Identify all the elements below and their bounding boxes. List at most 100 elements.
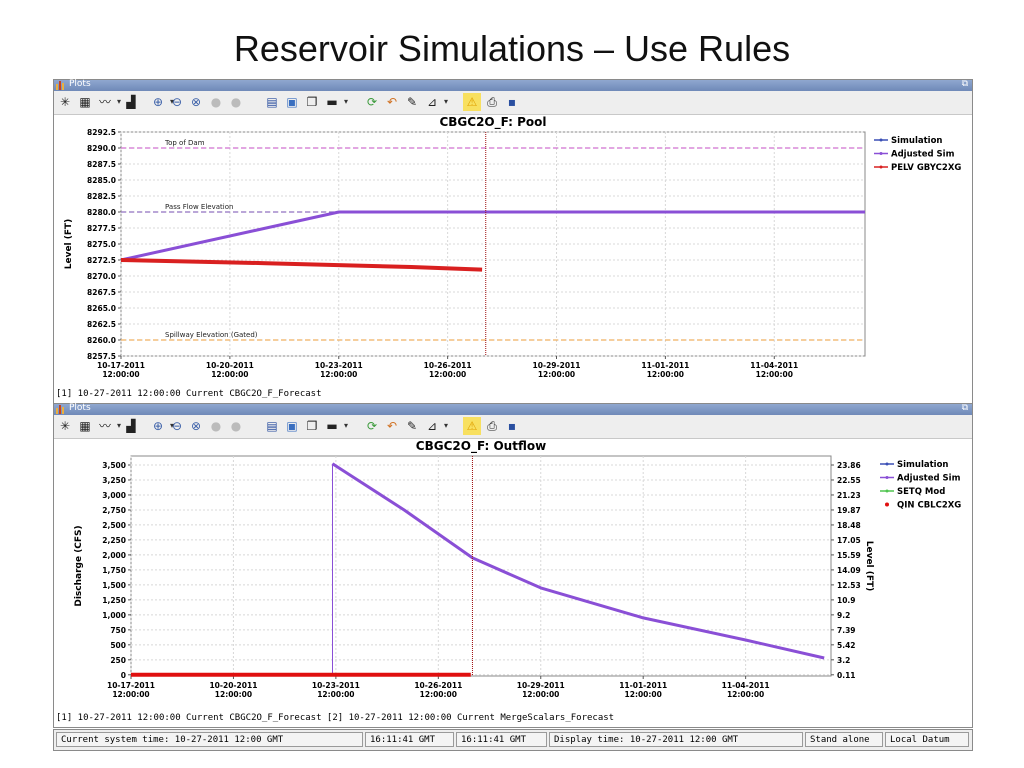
y-tick-label: 2,500 <box>102 521 126 530</box>
y-tick-label: 8260.0 <box>87 336 116 345</box>
y-axis-label: Level (FT) <box>64 219 74 270</box>
y-right-tick-label: 18.48 <box>837 521 861 530</box>
paste-icon[interactable]: ▬ <box>323 417 348 435</box>
bars-icon[interactable]: ▟ <box>126 419 136 433</box>
y-right-tick-label: 12.53 <box>837 581 861 590</box>
y-right-tick-label: 9.2 <box>837 611 850 620</box>
print-icon[interactable]: ⎙ <box>487 95 497 109</box>
table-icon[interactable]: ▤ <box>266 95 278 109</box>
outflow-chart[interactable]: CBGC2O_F: Outflow 0 0.11 250 3.2 500 5.42 750 7.… <box>54 438 972 712</box>
save-icon[interactable]: ▪ <box>507 419 517 433</box>
window-titlebar[interactable]: Plots ⧉ <box>54 79 972 91</box>
stop-icon[interactable]: ● <box>210 95 222 109</box>
x-tick-label: 12:00:00 <box>211 370 248 379</box>
series-line <box>331 462 825 660</box>
bars-icon[interactable]: ▟ <box>126 95 136 109</box>
chart-icon[interactable]: ▣ <box>286 95 298 109</box>
x-tick-label: 12:00:00 <box>215 690 252 699</box>
y-right-tick-label: 22.55 <box>837 476 861 485</box>
pool-plot-window: Plots ⧉ ✳ ▦ 〰 ▟ ⊕⊖ ⊗ ● ● ▤ ▣ ❐ ▬ ⟳ ↶ ✎ ⊿ ⚠ ⎙ ▪ CBGC2O_F: P… <box>53 79 973 404</box>
zoom-reset-icon[interactable]: ⊗ <box>190 95 202 109</box>
y-tick-label: 1,000 <box>102 611 126 620</box>
zoom-in-icon[interactable]: ⊕ <box>149 417 174 435</box>
x-tick-label: 10-26-2011 <box>424 361 472 370</box>
y-tick-label: 8265.0 <box>87 304 116 313</box>
chart-icon[interactable]: ▣ <box>286 419 298 433</box>
refresh-icon[interactable]: ⟳ <box>366 419 378 433</box>
legend-label: Adjusted Sim <box>891 150 955 160</box>
x-tick-label: 12:00:00 <box>112 690 149 699</box>
grid-icon[interactable]: ▦ <box>79 95 91 109</box>
stop-icon[interactable]: ● <box>210 419 222 433</box>
y-right-tick-label: 17.05 <box>837 536 861 545</box>
zoom-in-icon[interactable]: ⊕ <box>149 93 174 111</box>
clock-display-1: 16:11:41 GMT <box>365 732 454 747</box>
edit-icon[interactable]: ✎ <box>406 419 418 433</box>
stop-icon[interactable]: ● <box>230 95 242 109</box>
y-right-tick-label: 14.09 <box>837 566 861 575</box>
x-tick-label: 12:00:00 <box>429 370 466 379</box>
zoom-reset-icon[interactable]: ⊗ <box>190 419 202 433</box>
x-tick-label: 10-17-2011 <box>97 361 145 370</box>
datum-indicator: Local Datum <box>885 732 969 747</box>
save-icon[interactable]: ▪ <box>507 95 517 109</box>
zoom-out-icon[interactable]: ⊖ <box>171 419 183 433</box>
crosshair-icon[interactable]: ✳ <box>59 419 71 433</box>
zoom-out-icon[interactable]: ⊖ <box>171 95 183 109</box>
y-tick-label: 8262.5 <box>87 320 116 329</box>
x-tick-label: 10-29-2011 <box>517 681 565 690</box>
legend-marker <box>879 138 883 142</box>
legend-marker <box>885 462 889 466</box>
warning-icon[interactable]: ⚠ <box>463 93 481 111</box>
table-icon[interactable]: ▤ <box>266 419 278 433</box>
copy-icon[interactable]: ❐ <box>306 419 318 433</box>
x-tick-label: 12:00:00 <box>647 370 684 379</box>
stop-icon[interactable]: ● <box>230 419 242 433</box>
undo-icon[interactable]: ↶ <box>386 95 398 109</box>
x-tick-label: 10-20-2011 <box>206 361 254 370</box>
legend-marker <box>885 489 889 493</box>
status-bar: Current system time: 10-27-2011 12:00 GM… <box>53 729 973 751</box>
x-tick-label: 11-01-2011 <box>641 361 689 370</box>
grid-icon[interactable]: ▦ <box>79 419 91 433</box>
y-tick-label: 3,000 <box>102 491 126 500</box>
y-tick-label: 1,250 <box>102 596 126 605</box>
display-time: Display time: 10-27-2011 12:00 GMT <box>549 732 803 747</box>
x-tick-label: 12:00:00 <box>625 690 662 699</box>
x-tick-label: 12:00:00 <box>317 690 354 699</box>
plot-toolbar: ✳ ▦ 〰 ▟ ⊕⊖ ⊗ ● ● ▤ ▣ ❐ ▬ ⟳ ↶ ✎ ⊿ ⚠ ⎙ ▪ <box>54 91 972 115</box>
refresh-icon[interactable]: ⟳ <box>366 95 378 109</box>
y-right-tick-label: 19.87 <box>837 506 861 515</box>
y-tick-label: 1,750 <box>102 566 126 575</box>
chart-title: CBGC2O_F: Outflow <box>416 439 546 454</box>
axis-icon[interactable]: ⊿ <box>423 417 448 435</box>
undo-icon[interactable]: ↶ <box>386 419 398 433</box>
edit-icon[interactable]: ✎ <box>406 95 418 109</box>
x-tick-label: 12:00:00 <box>538 370 575 379</box>
series-line <box>120 210 865 262</box>
legend-label: QIN CBLC2XG <box>897 501 961 511</box>
line-style-icon[interactable]: 〰 <box>96 417 121 435</box>
slide-title: Reservoir Simulations – Use Rules <box>233 28 791 69</box>
pool-chart[interactable]: CBGC2O_F: Pool 8257.5 8260.0 8262.5 8265.0 82… <box>54 114 972 388</box>
x-tick-label: 12:00:00 <box>320 370 357 379</box>
window-titlebar[interactable]: Plots ⧉ <box>54 403 972 415</box>
y-right-tick-label: 3.2 <box>837 656 850 665</box>
crosshair-icon[interactable]: ✳ <box>59 95 71 109</box>
window-restore-icon[interactable]: ⧉ <box>961 79 968 89</box>
line-style-icon[interactable]: 〰 <box>96 93 121 111</box>
print-icon[interactable]: ⎙ <box>487 419 497 433</box>
axis-icon[interactable]: ⊿ <box>423 93 448 111</box>
y-tick-label: 2,750 <box>102 506 126 515</box>
legend-swatch <box>885 502 889 507</box>
y-tick-label: 1,500 <box>102 581 126 590</box>
paste-icon[interactable]: ▬ <box>323 93 348 111</box>
warning-icon[interactable]: ⚠ <box>463 417 481 435</box>
y-tick-label: 0 <box>121 671 126 680</box>
legend-label: Simulation <box>897 460 948 470</box>
x-tick-label: 10-20-2011 <box>209 681 257 690</box>
window-restore-icon[interactable]: ⧉ <box>961 403 968 413</box>
x-tick-label: 10-23-2011 <box>315 361 363 370</box>
copy-icon[interactable]: ❐ <box>306 95 318 109</box>
plot-area <box>130 455 832 677</box>
